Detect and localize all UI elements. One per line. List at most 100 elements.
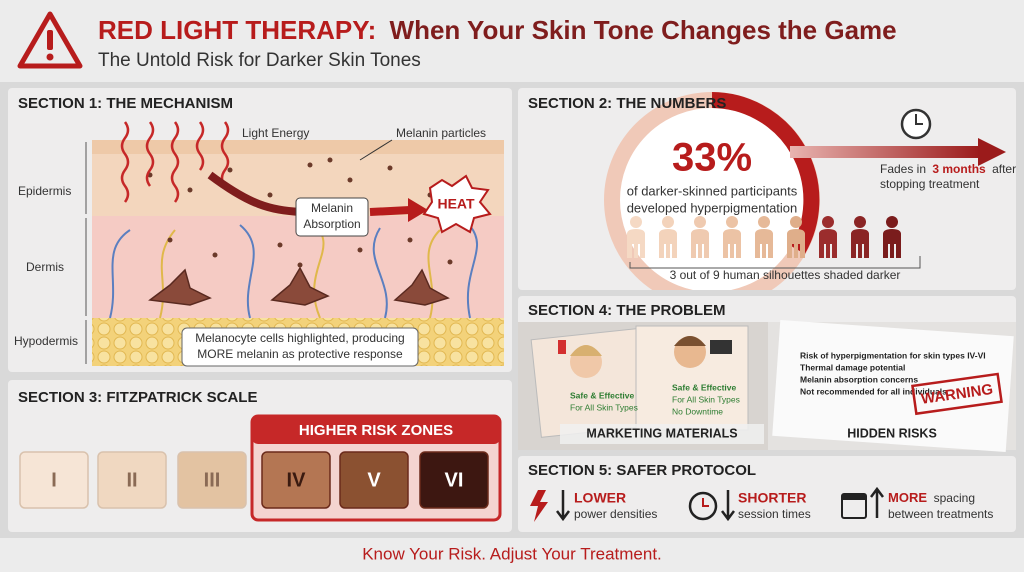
mechanism-section-shape xyxy=(148,266,450,306)
protocol-section-shape xyxy=(518,456,1016,532)
mechanism-section-shape-shape xyxy=(267,192,273,198)
silhouette-head xyxy=(854,216,866,228)
light-label: Light Energy xyxy=(242,126,309,140)
mechanism-section-shape-shape xyxy=(347,177,353,183)
mechanism-section-shape-shape xyxy=(307,162,313,168)
silhouette-body xyxy=(659,229,677,258)
silhouette xyxy=(659,216,677,258)
mechanism-section: SECTION 1: THE MECHANISM xyxy=(8,88,512,372)
silhouette-body xyxy=(691,229,709,258)
mechanism-section-shape-shape xyxy=(187,187,193,193)
mechanism-section-shape xyxy=(147,157,453,268)
header-shape xyxy=(46,53,54,61)
protocol-section-shape xyxy=(702,498,709,507)
numbers-section-shape xyxy=(629,256,921,269)
problem-section-shape xyxy=(772,319,1014,453)
silhouette-body xyxy=(819,229,837,258)
silhouette xyxy=(851,216,869,258)
mechanism-section-shape-shape xyxy=(148,268,212,306)
absorption-label: Absorption xyxy=(303,217,360,231)
skin-type-box xyxy=(19,451,89,509)
mechanism-section-shape xyxy=(181,327,419,367)
mechanism-section-shape-shape xyxy=(145,121,155,187)
silhouette-body xyxy=(627,229,645,258)
silhouette xyxy=(691,216,709,258)
silhouette-head xyxy=(822,216,834,228)
caption: Melanocyte cells highlighted, producing xyxy=(195,331,404,345)
protocol-text: between treatments xyxy=(888,507,993,521)
stat-text: of darker-skinned participants xyxy=(627,183,798,198)
skin-type-label: IV xyxy=(287,469,307,491)
silhouette xyxy=(627,216,645,258)
skin-type-label: II xyxy=(126,469,137,491)
fade-text: Fades in 3 months after xyxy=(880,162,1016,176)
protocol-text: power densities xyxy=(574,507,657,521)
mechanism-section-shape xyxy=(120,121,230,203)
fade-suffix: after xyxy=(992,162,1016,176)
numbers-section-shape xyxy=(915,114,923,125)
mechanism-section-shape-shape xyxy=(387,165,393,171)
claim: For All Skin Types xyxy=(672,394,740,404)
silhouette xyxy=(819,216,837,258)
section-title: SECTION 4: THE PROBLEM xyxy=(528,302,726,319)
mechanism-section-shape xyxy=(359,139,393,161)
silhouette-head xyxy=(726,216,738,228)
silhouette xyxy=(723,216,741,258)
problem-section: SECTION 4: THE PROBLEM Safe & Effective … xyxy=(518,296,1016,453)
mechanism-section-shape xyxy=(295,197,369,237)
melanin-label: Melanin particles xyxy=(396,126,486,140)
mechanism-section-shape-shape xyxy=(393,268,450,306)
numbers-section: SECTION 2: THE NUMBERS 33% of darker-ski… xyxy=(518,88,1016,290)
numbers-section-shape xyxy=(790,146,980,158)
mechanism-section-shape xyxy=(109,224,479,319)
mechanism-section-shape-shape xyxy=(212,252,218,258)
mechanism-section-shape-shape xyxy=(327,157,333,163)
fitzpatrick-section: SECTION 3: FITZPATRICK SCALE HIGHER RISK… xyxy=(8,380,512,532)
silhouette-body xyxy=(851,229,869,258)
claim: Safe & Effective xyxy=(570,390,635,400)
mechanism-section-shape-shape xyxy=(120,121,130,203)
problem-section-shape xyxy=(530,328,648,438)
layer-label: Hypodermis xyxy=(14,334,78,348)
section-title: SECTION 2: THE NUMBERS xyxy=(528,95,726,112)
protocol-section-shape xyxy=(870,486,884,518)
stat: 33% xyxy=(672,136,752,180)
numbers-section-shape xyxy=(978,138,1006,166)
silhouette-head xyxy=(758,216,770,228)
layer-label: Epidermis xyxy=(18,184,71,198)
silhouette-head xyxy=(630,216,642,228)
protocol-section-shape xyxy=(688,491,718,521)
problem-section-shape xyxy=(674,336,706,346)
skin-type-label: V xyxy=(367,469,381,491)
protocol-text: session times xyxy=(738,507,811,521)
stat-text: developed hyperpigmentation xyxy=(627,200,798,215)
mechanism-section-shape xyxy=(422,174,492,234)
risk-label: HIGHER RISK ZONES xyxy=(299,422,453,439)
hidden-label: HIDDEN RISKS xyxy=(847,426,937,440)
silhouette xyxy=(787,216,805,258)
silhouette-body xyxy=(787,229,805,258)
skin-type-box xyxy=(97,451,167,509)
silhouette-body xyxy=(723,229,741,258)
skin-type-box xyxy=(339,451,409,509)
fade-prefix: Fades in xyxy=(880,162,926,176)
claim: No Downtime xyxy=(672,406,723,416)
header: RED LIGHT THERAPY: When Your Skin Tone C… xyxy=(0,0,1024,82)
silhouette-body xyxy=(883,229,901,258)
fade-bold: 3 months xyxy=(932,162,986,176)
protocol-bold: LOWER xyxy=(574,490,626,506)
skin-type-box xyxy=(261,451,331,509)
risk-list: Risk of hyperpigmentation for skin types… xyxy=(800,350,986,396)
silhouette-caption: 3 out of 9 human silhouettes shaded dark… xyxy=(670,268,901,282)
footer-shape xyxy=(0,538,1024,572)
protocol-section-shape xyxy=(556,490,570,522)
mechanism-section-shape xyxy=(92,140,504,154)
fitzpatrick-section-shape xyxy=(252,416,500,444)
protocol-section: SECTION 5: SAFER PROTOCOL LOWER power de… xyxy=(518,456,1016,532)
risk-line: Melanin absorption concerns xyxy=(800,374,918,384)
layer-label: Dermis xyxy=(26,260,64,274)
mechanism-section-shape-shape xyxy=(297,262,303,268)
